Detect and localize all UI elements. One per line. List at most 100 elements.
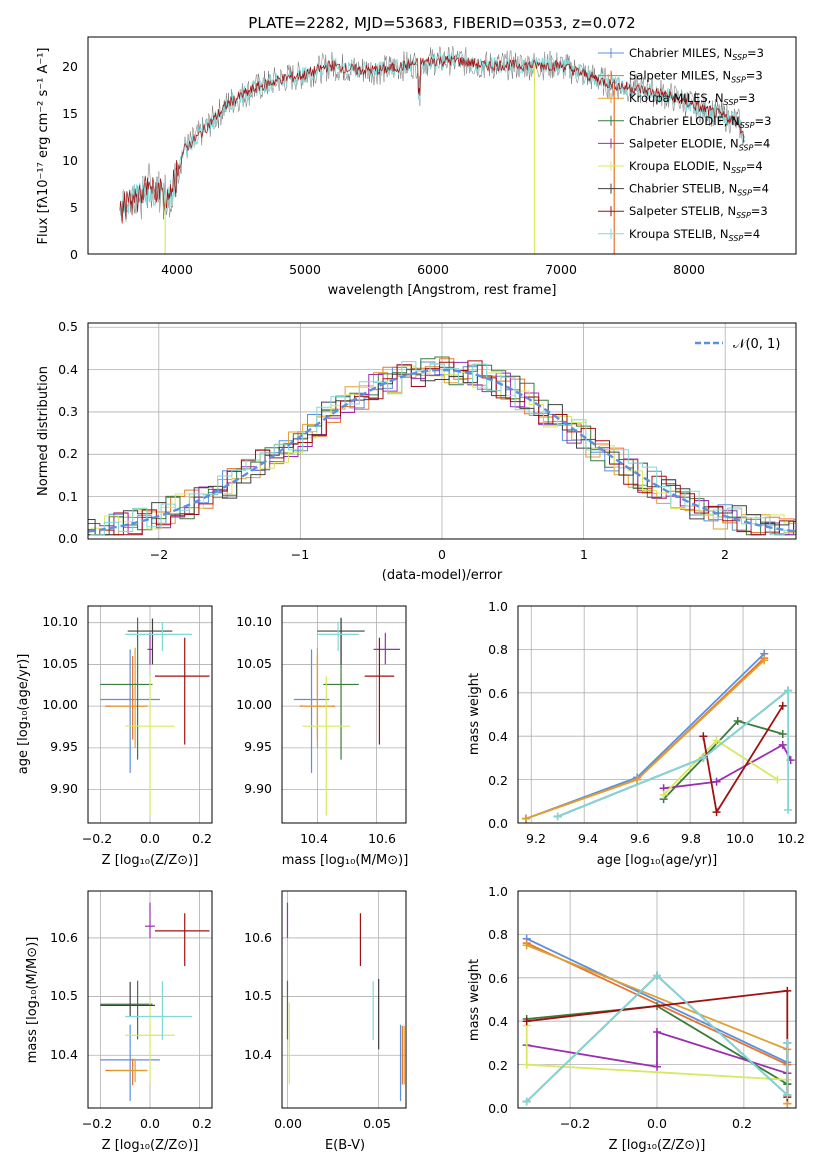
y-tick-label: 15 xyxy=(62,106,78,121)
legend-label: Salpeter STELIB, NSSP=3 xyxy=(629,204,768,220)
x-tick-label: 10.0 xyxy=(726,831,754,846)
weight-line xyxy=(526,937,788,1064)
y-tick-label: 9.95 xyxy=(50,739,78,754)
x-tick-label: 5000 xyxy=(289,262,321,277)
weight-marker xyxy=(699,732,708,741)
x-tick-label: 9.8 xyxy=(681,831,701,846)
x-tick-label: 9.4 xyxy=(578,831,598,846)
y-tick-label: 0.8 xyxy=(488,642,508,657)
weight-marker xyxy=(773,775,782,784)
y-tick-label: 0.6 xyxy=(488,686,508,701)
x-tick-label: 0.0 xyxy=(140,1116,160,1131)
histogram-legend: 𝒩(0, 1) xyxy=(695,337,780,352)
x-tick-label: 10.4 xyxy=(300,831,328,846)
y-tick-label: 10.5 xyxy=(244,988,272,1003)
weight-marker xyxy=(712,736,721,745)
x-tick-label: 0.2 xyxy=(192,1116,212,1131)
x-tick-label: 6000 xyxy=(417,262,449,277)
y-tick-label: 0.0 xyxy=(488,1101,508,1116)
y-tick-label: 10.5 xyxy=(50,988,78,1003)
z-age-x-label: Z [log₁₀(Z/Z⊙)] xyxy=(102,853,199,868)
z-age-y-label: age [log₁₀(age/yr)] xyxy=(16,654,31,775)
y-tick-label: 10.05 xyxy=(42,656,78,671)
ebv-mass-frame xyxy=(281,890,407,1109)
weight-line xyxy=(663,743,792,790)
y-tick-label: 10.10 xyxy=(42,614,78,629)
y-tick-label: 10.6 xyxy=(244,930,272,945)
weight-marker xyxy=(784,805,793,814)
weight-line xyxy=(526,974,789,1103)
y-tick-label: 10.6 xyxy=(50,930,78,945)
weight-marker xyxy=(760,656,769,665)
x-tick-label: 7000 xyxy=(545,262,577,277)
x-tick-label: 0.2 xyxy=(192,831,212,846)
x-tick-label: 0.05 xyxy=(363,1116,391,1131)
age-weight-plot-area xyxy=(518,606,797,823)
y-tick-label: 0 xyxy=(70,247,78,262)
legend-label: Kroupa ELODIE, NSSP=4 xyxy=(629,159,763,175)
mass-age-x-label: mass [log₁₀(M/M⊙)] xyxy=(282,853,409,868)
spectrum-line xyxy=(119,51,745,223)
x-tick-label: −0.2 xyxy=(560,1116,590,1131)
x-tick-label: −0.2 xyxy=(82,1116,112,1131)
y-tick-label: 10.4 xyxy=(244,1047,272,1062)
weight-marker xyxy=(521,814,530,823)
z-age-frame xyxy=(87,605,213,824)
ebv-mass-panel: 0.00 0.05 10.4 10.5 10.6 E(B-V) xyxy=(244,890,407,1153)
weight-marker xyxy=(653,1028,661,1037)
age-weight-panel: 9.2 9.4 9.6 9.8 10.0 10.2 0.0 0.2 0.4 0.… xyxy=(467,599,805,868)
y-tick-label: 0.4 xyxy=(488,1014,508,1029)
y-tick-label: 0.5 xyxy=(58,319,78,334)
y-tick-label: 0.4 xyxy=(58,362,78,377)
y-tick-label: 1.0 xyxy=(488,884,508,899)
weight-line xyxy=(526,1030,788,1075)
legend-label: Chabrier MILES, NSSP=3 xyxy=(629,46,764,62)
weight-marker xyxy=(712,777,721,786)
weight-marker xyxy=(733,717,742,726)
age-weight-x-label: age [log₁₀(age/yr)] xyxy=(597,853,718,868)
z-weight-frame xyxy=(517,890,797,1109)
histogram-x-label: (data-model)/error xyxy=(382,568,503,583)
weight-marker xyxy=(783,1090,792,1099)
mass-age-frame xyxy=(281,605,407,824)
legend-label: Chabrier ELODIE, NSSP=3 xyxy=(629,114,771,130)
y-tick-label: 0.0 xyxy=(58,531,78,546)
mass-age-panel: 10.4 10.6 9.90 9.95 10.00 10.05 10.10 ma… xyxy=(236,605,409,868)
x-tick-label: −1 xyxy=(291,547,309,562)
weight-marker xyxy=(522,1060,531,1069)
z-mass-panel: −0.2 0.0 0.2 10.4 10.5 10.6 Z [log₁₀(Z/Z… xyxy=(25,890,213,1153)
spectrum-plot-area xyxy=(119,45,745,254)
residual-histogram-panel: −2 −1 0 1 2 0.0 0.1 0.2 0.3 0.4 0.5 (dat… xyxy=(36,319,797,583)
weight-marker xyxy=(699,753,708,762)
y-tick-label: 10.00 xyxy=(236,697,272,712)
histogram-frame xyxy=(87,322,797,540)
x-tick-label: −0.2 xyxy=(82,831,112,846)
x-tick-label: 10.2 xyxy=(777,831,805,846)
weight-marker xyxy=(778,730,787,739)
y-tick-label: 0.0 xyxy=(488,816,508,831)
y-tick-label: 0.2 xyxy=(58,446,78,461)
y-tick-label: 10.4 xyxy=(50,1047,78,1062)
legend-label: Kroupa STELIB, NSSP=4 xyxy=(629,227,760,243)
weight-line xyxy=(662,719,784,800)
y-tick-label: 1.0 xyxy=(488,599,508,614)
x-tick-label: 0.0 xyxy=(647,1116,667,1131)
legend-label: Chabrier STELIB, NSSP=4 xyxy=(629,182,769,198)
y-tick-label: 0.2 xyxy=(488,773,508,788)
age-weight-y-label: mass weight xyxy=(467,673,482,755)
z-weight-x-label: Z [log₁₀(Z/Z⊙)] xyxy=(609,1138,706,1153)
spectrum-line xyxy=(119,55,745,224)
x-tick-label: 0.2 xyxy=(732,1116,752,1131)
weight-marker xyxy=(653,1062,661,1071)
x-tick-label: 0 xyxy=(438,547,446,562)
y-tick-label: 0.1 xyxy=(58,489,78,504)
y-tick-label: 9.90 xyxy=(244,781,272,796)
x-tick-label: 9.2 xyxy=(526,831,546,846)
histogram-step xyxy=(90,361,796,536)
y-tick-label: 0.8 xyxy=(488,927,508,942)
histogram-step xyxy=(88,361,796,536)
y-tick-label: 10 xyxy=(62,153,78,168)
z-weight-plot-area xyxy=(518,891,796,1108)
x-tick-label: 0.0 xyxy=(140,831,160,846)
spectrum-x-label: wavelength [Angstrom, rest frame] xyxy=(328,283,557,298)
